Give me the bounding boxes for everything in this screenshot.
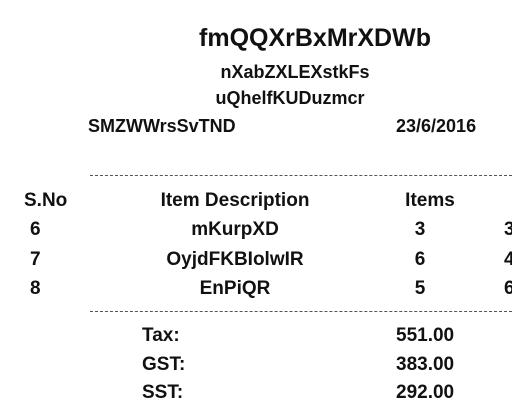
cashier-code: SMZWWrsSvTND: [88, 116, 236, 136]
row-price-partial: 4: [504, 249, 512, 270]
shop-name: fmQQXrBxMrXDWb: [199, 24, 431, 52]
tax-amount: 551.00: [396, 325, 455, 346]
tax-label: Tax:: [142, 325, 180, 346]
row-items: 6: [414, 249, 426, 270]
header-description: Item Description: [160, 190, 310, 211]
row-items: 3: [414, 219, 426, 240]
divider-bottom: [90, 311, 512, 312]
receipt-date: 23/6/2016: [396, 116, 477, 136]
sst-label: SST:: [142, 382, 184, 403]
row-description: OyjdFKBIolwIR: [166, 249, 304, 270]
header-items: Items: [405, 190, 455, 211]
sst-amount: 292.00: [396, 382, 455, 403]
header-sno: S.No: [24, 190, 68, 211]
row-description: mKurpXD: [191, 219, 279, 240]
header-line-1: nXabZXLEXstkFs: [220, 62, 370, 82]
row-items: 5: [414, 278, 426, 299]
gst-amount: 383.00: [396, 354, 455, 375]
row-price-partial: 3: [504, 219, 512, 240]
row-sno: 8: [30, 278, 41, 299]
gst-label: GST:: [142, 354, 186, 375]
header-line-2: uQhelfKUDuzmcr: [215, 88, 365, 108]
row-description: EnPiQR: [199, 278, 271, 299]
row-price-partial: 6: [504, 278, 512, 299]
divider-top: [90, 175, 512, 176]
row-sno: 6: [30, 219, 41, 240]
row-sno: 7: [30, 249, 41, 270]
